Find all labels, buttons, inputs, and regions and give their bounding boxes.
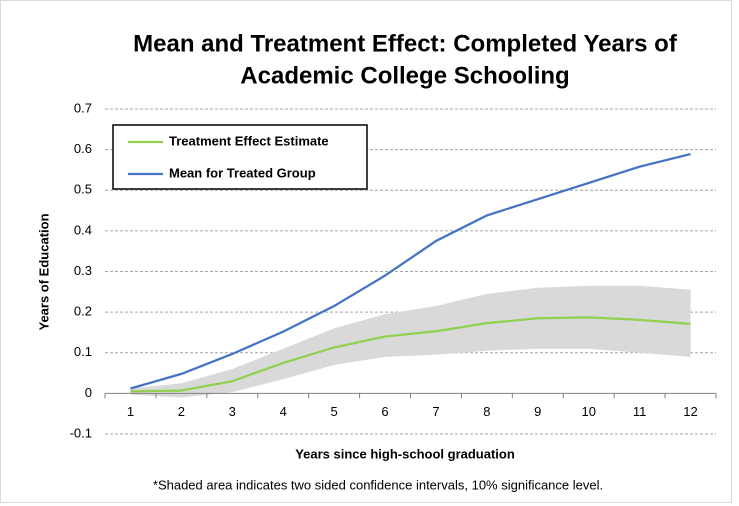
x-tick-label: 7 [432,404,439,419]
x-tick-label: 10 [581,404,595,419]
y-tick-label: 0.1 [74,344,92,359]
y-tick-label: 0 [85,385,92,400]
y-tick-label: 0.2 [74,304,92,319]
x-tick-label: 4 [280,404,287,419]
x-tick-label: 1 [127,404,134,419]
x-tick-label: 8 [483,404,490,419]
series-line [130,316,691,393]
x-tick-label: 6 [381,404,388,419]
x-tick-label: 12 [683,404,697,419]
y-axis-label: Years of Education [36,213,51,330]
y-tick-label: 0.4 [74,222,92,237]
y-tick-label: 0.7 [74,100,92,115]
x-tick-label: 11 [633,404,647,419]
y-tick-label: -0.1 [70,425,92,440]
chart-title: Mean and Treatment Effect: Completed Yea… [133,30,678,57]
footnote: *Shaded area indicates two sided confide… [153,477,603,492]
x-tick-label: 3 [229,404,236,419]
x-tick-label: 5 [331,404,338,419]
legend-box [112,124,368,190]
y-tick-label: 0.5 [74,182,92,197]
x-tick-label: 2 [178,404,185,419]
x-tick-label: 9 [534,404,541,419]
chart-title: Academic College Schooling [240,62,569,89]
series-line [130,153,691,390]
y-tick-label: 0.6 [74,141,92,156]
x-axis-label: Years since high-school graduation [295,446,515,461]
confidence-band [130,285,691,398]
legend-label: Treatment Effect Estimate [169,133,329,148]
y-tick-label: 0.3 [74,263,92,278]
legend-label: Mean for Treated Group [169,165,316,180]
